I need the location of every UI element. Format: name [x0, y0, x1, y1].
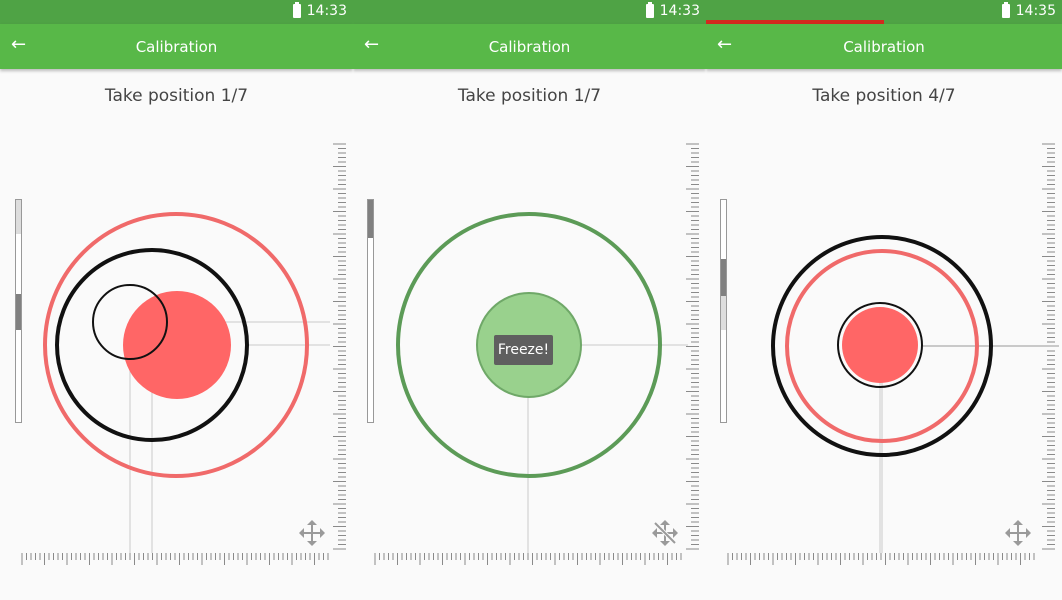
status-time: 14:33	[659, 3, 700, 19]
battery-icon	[1002, 2, 1010, 18]
target-dot	[842, 307, 918, 383]
status-bar: 14:35	[706, 0, 1062, 24]
vertical-level-bar	[15, 199, 22, 423]
outer-target-ring	[785, 249, 979, 443]
app-bar-title: Calibration	[843, 38, 925, 56]
device-dot-ring	[92, 284, 168, 360]
app-bar-title: Calibration	[488, 38, 571, 56]
device-ring	[771, 235, 993, 457]
status-time: 14:33	[306, 3, 347, 19]
ruler-area	[727, 143, 1059, 565]
progress-indicator	[706, 20, 884, 24]
horizontal-ruler	[374, 553, 682, 565]
move-icon[interactable]	[1005, 520, 1031, 546]
horizontal-ruler	[727, 553, 1035, 565]
ruler-area	[374, 143, 699, 565]
app-bar: ← Calibration	[353, 24, 706, 69]
vertical-level-bar	[720, 199, 727, 423]
outer-target-ring	[43, 212, 309, 478]
freeze-button[interactable]: Freeze!	[494, 335, 553, 365]
horizontal-ruler	[21, 553, 329, 565]
calibration-screen-1: 14:33 ← Calibration Take position 1/7	[0, 0, 353, 600]
back-arrow-icon[interactable]: ←	[364, 34, 380, 55]
app-bar-title: Calibration	[135, 38, 218, 56]
ruler-area	[21, 143, 346, 565]
app-bar: ← Calibration	[0, 24, 353, 69]
calibration-screen-2: 14:33 ← Calibration Take position 1/7 Fr…	[353, 0, 706, 600]
device-ring	[55, 248, 249, 442]
vertical-ruler	[1042, 143, 1055, 550]
back-arrow-icon[interactable]: ←	[11, 34, 27, 55]
app-bar: ← Calibration	[706, 24, 1062, 69]
battery-icon	[646, 2, 654, 18]
status-bar: 14:33	[353, 0, 706, 24]
back-arrow-icon[interactable]: ←	[717, 34, 733, 55]
calibration-screen-3: 14:35 ← Calibration Take position 4/7	[706, 0, 1062, 600]
vertical-level-bar	[367, 199, 374, 423]
vertical-ruler	[686, 143, 699, 550]
move-icon[interactable]	[299, 520, 325, 546]
status-time: 14:35	[1015, 3, 1056, 19]
move-disabled-icon[interactable]	[652, 520, 678, 546]
battery-icon	[293, 2, 301, 18]
status-bar: 14:33	[0, 0, 353, 24]
position-instruction: Take position 1/7	[104, 86, 249, 106]
position-instruction: Take position 4/7	[812, 86, 956, 106]
vertical-ruler	[333, 143, 346, 550]
position-instruction: Take position 1/7	[457, 86, 602, 106]
outer-target-ring	[396, 212, 662, 478]
device-dot-ring	[837, 302, 923, 388]
target-dot	[123, 291, 231, 399]
